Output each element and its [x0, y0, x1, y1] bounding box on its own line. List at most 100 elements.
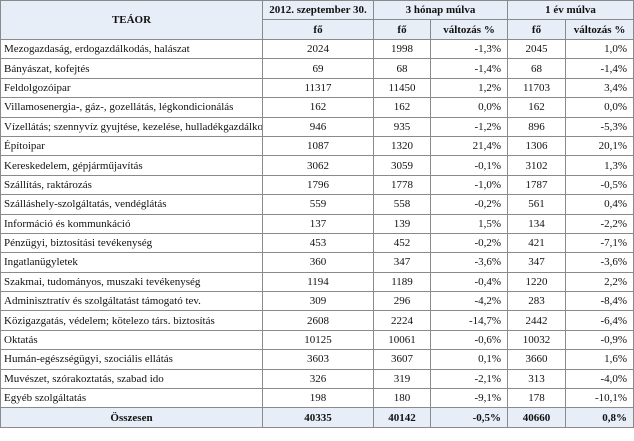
sector-name-cell: Villamosenergia-, gáz-, gozellátás, légk… [0, 97, 263, 118]
change-3m-cell: -1,4% [429, 58, 509, 79]
teaor-header: TEÁOR [0, 0, 263, 40]
value-3m-cell: 1998 [373, 38, 431, 60]
value-1y-cell: 11703 [507, 77, 567, 99]
change-3m-cell: -4,2% [429, 291, 509, 312]
change-3m-cell: -0,4% [429, 271, 509, 293]
table-row: Szálláshely-szolgáltatás, vendéglátás 55… [0, 194, 634, 215]
value-1y-cell: 3102 [507, 155, 567, 176]
table-row: Szakmai, tudományos, muszaki tevékenység… [0, 271, 634, 293]
value-3m-cell: 3059 [373, 155, 431, 176]
change-3m-cell: 21,4% [429, 135, 509, 157]
value-2012-cell: 3603 [262, 349, 374, 370]
table-row: Információ és kommunkáció 137 139 1,5% 1… [0, 213, 634, 234]
table-row: Oktatás 10125 10061 -0,6% 10032 -0,9% [0, 329, 634, 351]
value-2012-cell: 946 [262, 116, 374, 137]
col-2012-header: 2012. szeptember 30. [262, 0, 374, 20]
value-3m-cell: 3607 [373, 349, 431, 370]
table-row: Muvészet, szórakoztatás, szabad ido 326 … [0, 368, 634, 390]
value-1y-cell: 68 [507, 58, 567, 79]
change-3m-cell: -14,7% [429, 310, 509, 331]
value-3m-cell: 1778 [373, 174, 431, 196]
change-1y-cell: -0,5% [565, 174, 634, 196]
value-1y-cell: 40660 [507, 407, 567, 429]
value-1y-cell: 134 [507, 213, 567, 234]
value-3m-cell: 10061 [373, 329, 431, 351]
change-3m-cell: -3,6% [429, 252, 509, 273]
sector-name-cell: Szállítás, raktározás [0, 174, 263, 196]
value-2012-cell: 326 [262, 368, 374, 390]
change-1y-cell: -8,4% [565, 291, 634, 312]
change-3m-cell: -1,3% [429, 38, 509, 60]
table-row: Humán-egészségügyi, szociális ellátás 36… [0, 349, 634, 370]
change-1y-cell: 1,6% [565, 349, 634, 370]
table-row: Szállítás, raktározás 1796 1778 -1,0% 17… [0, 174, 634, 196]
change-1y-header: változás % [565, 19, 634, 40]
value-2012-cell: 40335 [262, 407, 374, 429]
change-3m-cell: -2,1% [429, 368, 509, 390]
header-row-1: TEÁOR 2012. szeptember 30. 3 hónap múlva… [0, 0, 634, 40]
value-1y-cell: 2442 [507, 310, 567, 331]
value-1y-cell: 421 [507, 232, 567, 254]
value-3m-cell: 162 [373, 97, 431, 118]
value-1y-cell: 347 [507, 252, 567, 273]
value-1y-cell: 162 [507, 97, 567, 118]
change-3m-cell: -0,5% [429, 407, 509, 429]
value-3m-cell: 452 [373, 232, 431, 254]
change-3m-cell: -0,1% [429, 155, 509, 176]
change-1y-cell: 1,3% [565, 155, 634, 176]
table-row: Vízellátás; szennyvíz gyujtése, kezelése… [0, 116, 634, 137]
table-row: Villamosenergia-, gáz-, gozellátás, légk… [0, 97, 634, 118]
change-3m-cell: -0,6% [429, 329, 509, 351]
employment-forecast-table: TEÁOR 2012. szeptember 30. 3 hónap múlva… [0, 0, 634, 429]
fo-2012-header: fő [262, 19, 374, 40]
value-2012-cell: 360 [262, 252, 374, 273]
change-3m-cell: 0,0% [429, 97, 509, 118]
sector-name-cell: Ingatlanügyletek [0, 252, 263, 273]
sector-name-cell: Feldolgozóipar [0, 77, 263, 99]
change-1y-cell: 0,4% [565, 194, 634, 215]
value-1y-cell: 178 [507, 388, 567, 409]
value-3m-cell: 1320 [373, 135, 431, 157]
table-row: Bányászat, kofejtés 69 68 -1,4% 68 -1,4% [0, 58, 634, 79]
table-row: Ingatlanügyletek 360 347 -3,6% 347 -3,6% [0, 252, 634, 273]
change-1y-cell: -2,2% [565, 213, 634, 234]
change-1y-cell: -0,9% [565, 329, 634, 351]
value-3m-cell: 296 [373, 291, 431, 312]
change-1y-cell: 3,4% [565, 77, 634, 99]
value-2012-cell: 309 [262, 291, 374, 312]
total-label-cell: Összesen [0, 407, 263, 429]
value-3m-cell: 180 [373, 388, 431, 409]
value-1y-cell: 2045 [507, 38, 567, 60]
col-3m-header: 3 hónap múlva [372, 0, 509, 20]
sector-name-cell: Szálláshely-szolgáltatás, vendéglátás [0, 194, 263, 215]
col-1y-header: 1 év múlva [507, 0, 634, 20]
value-3m-cell: 11450 [373, 77, 431, 99]
change-3m-cell: 1,5% [429, 213, 509, 234]
change-1y-cell: -4,0% [565, 368, 634, 390]
value-3m-cell: 1189 [373, 271, 431, 293]
fo-3m-header: fő [373, 19, 431, 40]
value-2012-cell: 453 [262, 232, 374, 254]
sector-name-cell: Humán-egészségügyi, szociális ellátás [0, 349, 263, 370]
value-3m-cell: 2224 [373, 310, 431, 331]
sector-name-cell: Kereskedelem, gépjárműjavítás [0, 155, 263, 176]
sector-name-cell: Információ és kommunkáció [0, 213, 263, 234]
sector-name-cell: Vízellátás; szennyvíz gyujtése, kezelése… [0, 116, 263, 137]
value-2012-cell: 559 [262, 194, 374, 215]
value-1y-cell: 561 [507, 194, 567, 215]
value-2012-cell: 69 [262, 58, 374, 79]
value-2012-cell: 198 [262, 388, 374, 409]
table-row: Egyéb szolgáltatás 198 180 -9,1% 178 -10… [0, 388, 634, 409]
sector-name-cell: Adminisztratív és szolgáltatást támogató… [0, 291, 263, 312]
table-row: Feldolgozóipar 11317 11450 1,2% 11703 3,… [0, 77, 634, 99]
sector-name-cell: Egyéb szolgáltatás [0, 388, 263, 409]
change-3m-cell: -1,2% [429, 116, 509, 137]
sector-name-cell: Mezogazdaság, erdogazdálkodás, halászat [0, 38, 263, 60]
value-2012-cell: 10125 [262, 329, 374, 351]
change-3m-cell: -0,2% [429, 194, 509, 215]
change-1y-cell: 1,0% [565, 38, 634, 60]
change-1y-cell: 2,2% [565, 271, 634, 293]
value-3m-cell: 40142 [373, 407, 431, 429]
change-3m-cell: -9,1% [429, 388, 509, 409]
fo-1y-header: fő [507, 19, 567, 40]
